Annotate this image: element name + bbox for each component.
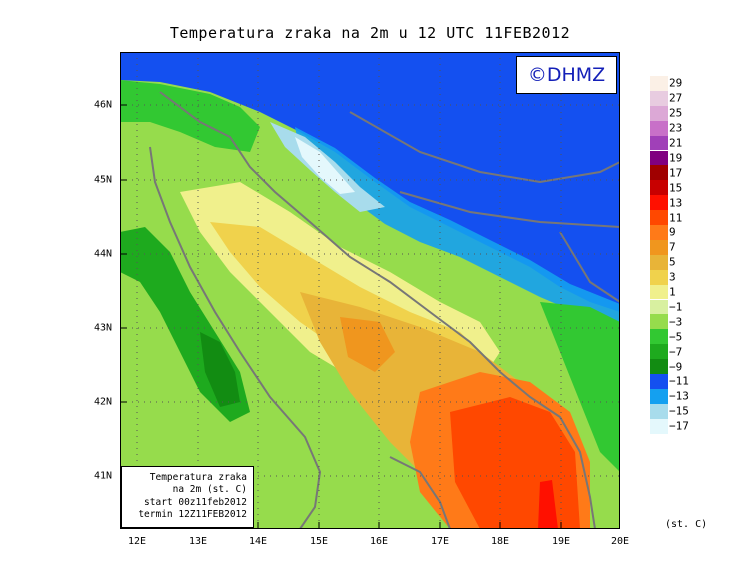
- legend-swatch: [650, 180, 668, 196]
- field-dark-green: [200, 332, 240, 407]
- map-frame: [120, 52, 620, 529]
- lat-label-46n: 46N: [93, 99, 112, 111]
- info-line-2: na 2m (st. C): [172, 484, 247, 496]
- lon-label-18e: 18E: [490, 536, 510, 547]
- legend-swatch: [650, 344, 668, 360]
- legend-swatch: [650, 225, 668, 240]
- field-hottest: [538, 480, 558, 529]
- field-warm-orange: [340, 317, 395, 372]
- legend-swatch: [650, 374, 668, 389]
- lat-label-45n: 45N: [93, 174, 112, 186]
- legend-label: −1: [669, 300, 683, 314]
- legend-swatch: [650, 269, 668, 285]
- lon-label-17e: 17E: [430, 536, 450, 547]
- legend-label: 11: [669, 211, 683, 225]
- legend-label: −9: [669, 360, 683, 374]
- legend-swatch: [650, 403, 668, 419]
- legend-label: 17: [669, 166, 683, 180]
- lon-label-20e: 20E: [610, 536, 630, 547]
- legend-label: 27: [669, 91, 683, 105]
- legend-label: −7: [669, 345, 683, 359]
- legend-label: 5: [669, 255, 676, 269]
- temperature-map: [120, 52, 620, 529]
- lon-label-15e: 15E: [309, 536, 329, 547]
- legend-label: 29: [669, 76, 683, 90]
- legend-swatch: [650, 418, 668, 434]
- lat-label-43n: 43N: [93, 322, 112, 334]
- lat-label-44n: 44N: [93, 248, 112, 260]
- coastlines: [149, 91, 620, 529]
- legend-label: 21: [669, 136, 683, 150]
- legend-label: 19: [669, 151, 683, 165]
- legend-swatch: [650, 254, 668, 270]
- legend-swatch: [650, 388, 668, 404]
- legend-swatch: [650, 329, 668, 345]
- legend-swatch: [650, 359, 668, 374]
- legend-label: 1: [669, 285, 676, 299]
- legend-label: −15: [669, 404, 689, 418]
- info-line-3: start 00z11feb2012: [144, 496, 247, 508]
- legend-swatch: [650, 239, 668, 255]
- legend-label: 3: [669, 270, 676, 284]
- legend-swatch: [650, 90, 668, 106]
- info-box: Temperatura zraka na 2m (st. C) start 00…: [121, 466, 254, 528]
- field-cold-southeast: [540, 302, 620, 472]
- lon-label-14e: 14E: [248, 536, 268, 547]
- lon-label-12e: 12E: [127, 536, 147, 547]
- legend-label: 13: [669, 196, 683, 210]
- legend-unit: (st. C): [665, 519, 708, 530]
- legend-swatch: [650, 314, 668, 330]
- legend-swatch: [650, 195, 668, 211]
- legend-swatch: [650, 120, 668, 136]
- lon-label-19e: 19E: [551, 536, 571, 547]
- lon-label-16e: 16E: [369, 536, 389, 547]
- legend-swatch: [650, 284, 668, 300]
- legend-label: −3: [669, 315, 683, 329]
- field-cold-edge: [295, 127, 620, 324]
- lat-label-41n: 41N: [93, 470, 112, 482]
- info-line-1: Temperatura zraka: [149, 472, 247, 483]
- legend-label: −11: [669, 374, 689, 388]
- legend-label: 7: [669, 240, 676, 254]
- legend-swatch: [650, 76, 668, 91]
- lat-label-42n: 42N: [93, 396, 112, 408]
- legend-swatch: [650, 150, 668, 166]
- legend-label: 23: [669, 121, 683, 135]
- legend-swatch: [650, 135, 668, 151]
- map-canvas: [120, 52, 620, 529]
- legend-swatch: [650, 105, 668, 121]
- legend-label: 25: [669, 106, 683, 120]
- map-title: Temperatura zraka na 2m u 12 UTC 11FEB20…: [169, 24, 571, 42]
- legend-label: 9: [669, 225, 676, 239]
- legend-label: −5: [669, 330, 683, 344]
- legend-label: −13: [669, 389, 689, 403]
- legend-swatch: [650, 210, 668, 225]
- legend-swatch: [650, 165, 668, 181]
- legend-label: −17: [669, 419, 689, 433]
- legend-label: 15: [669, 181, 683, 195]
- dhmz-logo: ©DHMZ: [516, 56, 617, 94]
- legend-swatch: [650, 299, 668, 315]
- field-snow-core: [295, 137, 355, 194]
- info-line-4: termin 12Z11FEB2012: [138, 508, 247, 520]
- lon-label-13e: 13E: [188, 536, 208, 547]
